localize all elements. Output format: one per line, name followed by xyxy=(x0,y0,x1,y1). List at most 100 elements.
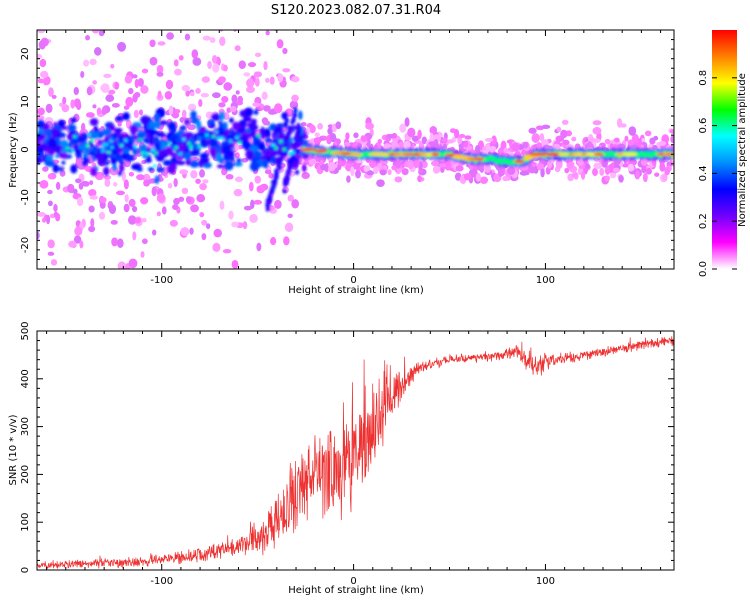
spectral-blob xyxy=(193,133,198,142)
spectral-peak xyxy=(557,152,570,156)
spectral-peak xyxy=(228,139,233,143)
spectral-blob xyxy=(89,118,99,126)
spectral-blob xyxy=(158,120,168,126)
spectral-blob xyxy=(153,121,161,129)
spectral-blob xyxy=(212,63,220,73)
spectral-blob xyxy=(463,142,469,148)
spectral-blob xyxy=(131,164,140,170)
spectral-blob xyxy=(223,64,228,72)
spectral-blob xyxy=(39,58,47,68)
spectral-blob xyxy=(43,75,51,86)
spectral-blob xyxy=(47,138,58,149)
snr-series-line xyxy=(37,336,674,570)
spectral-blob xyxy=(79,240,84,249)
spectral-peak xyxy=(153,164,157,168)
spectral-blob xyxy=(264,149,274,157)
spectral-blob xyxy=(142,173,151,182)
spectral-blob xyxy=(104,316,113,320)
spectral-blob xyxy=(143,179,150,187)
spectral-blob xyxy=(241,157,249,163)
spectral-blob xyxy=(355,169,361,179)
spectral-blob xyxy=(264,169,272,175)
spectral-blob xyxy=(234,45,241,52)
spectral-blob xyxy=(247,61,257,68)
spectral-blob xyxy=(124,194,129,203)
spectral-blob xyxy=(265,154,272,163)
spectral-blob xyxy=(62,96,67,105)
spectral-blob xyxy=(195,88,201,94)
spectral-blob xyxy=(92,80,97,85)
spectral-blob xyxy=(479,176,489,184)
spectral-blob xyxy=(413,160,420,169)
spectrogram-marks xyxy=(37,30,674,320)
spectral-blob xyxy=(233,161,243,167)
spectral-blob xyxy=(455,165,464,172)
spectral-blob xyxy=(253,199,263,205)
spectral-blob xyxy=(250,199,255,209)
spectral-blob xyxy=(286,135,291,141)
y-tick-label: 0 xyxy=(20,567,31,573)
spectral-blob xyxy=(229,105,237,112)
spectral-blob xyxy=(179,169,189,175)
spectral-peak xyxy=(313,149,328,153)
spectral-blob xyxy=(346,175,351,183)
spectral-blob xyxy=(365,122,374,130)
spectral-blob xyxy=(83,59,90,67)
spectral-peak xyxy=(211,134,216,139)
spectral-blob xyxy=(58,152,68,159)
spectral-blob xyxy=(156,64,164,74)
spectral-blob xyxy=(113,181,118,187)
spectral-peak xyxy=(151,148,155,152)
spectral-blob xyxy=(562,139,570,145)
spectral-blob xyxy=(140,251,145,258)
spectral-blob xyxy=(192,57,202,66)
spectral-blob xyxy=(157,41,166,46)
spectral-blob xyxy=(212,92,221,99)
spectral-blob xyxy=(76,196,84,207)
spectral-blob xyxy=(156,193,166,203)
spectral-blob xyxy=(432,165,441,174)
spectral-blob xyxy=(627,163,635,172)
spectral-blob xyxy=(418,141,425,152)
y-tick-label: 0 xyxy=(20,146,31,152)
spectral-blob xyxy=(116,292,124,297)
spectral-blob xyxy=(270,188,275,194)
spectral-blob xyxy=(298,110,303,121)
spectral-blob xyxy=(191,149,200,154)
spectral-blob xyxy=(118,162,125,173)
spectral-peak xyxy=(374,152,391,156)
spectral-peak xyxy=(181,137,186,141)
spectral-blob xyxy=(51,94,57,99)
spectral-blob xyxy=(389,140,399,149)
spectral-blob xyxy=(580,171,586,180)
spectral-peak xyxy=(288,152,293,156)
spectral-blob xyxy=(232,121,240,131)
spectral-blob xyxy=(66,133,73,141)
spectral-peak xyxy=(235,136,239,140)
spectral-blob xyxy=(234,176,243,183)
spectral-peak xyxy=(349,152,363,156)
spectral-blob xyxy=(139,144,147,153)
spectral-blob xyxy=(662,173,668,182)
spectral-blob xyxy=(417,175,422,183)
spectral-peak xyxy=(513,159,525,164)
spectral-blob xyxy=(618,175,624,183)
spectral-blob xyxy=(123,179,129,190)
snr-frame xyxy=(36,330,675,571)
spectral-blob xyxy=(104,178,111,188)
spectral-peak xyxy=(110,145,114,149)
spectral-blob xyxy=(252,102,260,107)
spectral-blob xyxy=(199,143,209,148)
spectral-blob xyxy=(502,175,509,182)
spectral-peak xyxy=(271,143,276,147)
y-tick-label: 300 xyxy=(20,417,31,436)
spectral-blob xyxy=(613,158,621,166)
spectral-peak xyxy=(622,152,638,156)
spectral-blob xyxy=(571,172,578,178)
spectral-blob xyxy=(118,134,124,143)
spectral-blob xyxy=(175,160,186,166)
spectral-blob xyxy=(37,30,46,34)
spectral-blob xyxy=(89,131,100,139)
spectral-blob xyxy=(73,235,82,244)
spectral-blob xyxy=(308,158,317,165)
